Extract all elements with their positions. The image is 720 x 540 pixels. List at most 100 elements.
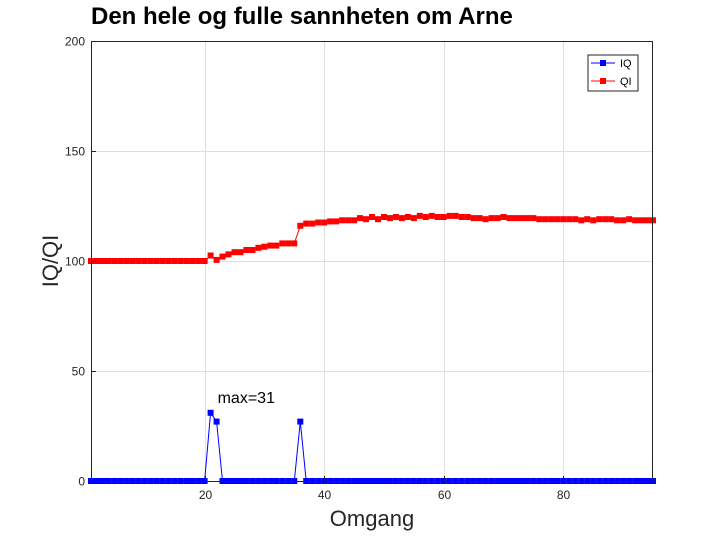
data-point (201, 258, 208, 264)
data-point (614, 217, 621, 224)
data-point (548, 216, 555, 223)
data-point (572, 216, 579, 223)
legend-label-qi: QI (620, 76, 632, 88)
data-point (422, 214, 429, 220)
data-point (219, 253, 226, 260)
data-point (237, 249, 244, 256)
data-point (351, 217, 358, 224)
data-point (488, 215, 495, 222)
data-point (291, 240, 298, 247)
data-point (386, 215, 393, 222)
data-point (129, 258, 136, 264)
data-point (213, 418, 220, 425)
data-point (530, 215, 537, 222)
data-point (231, 249, 238, 256)
data-point (596, 216, 603, 223)
data-point (303, 220, 310, 227)
data-point (512, 215, 519, 222)
data-point (644, 217, 650, 224)
data-point (458, 214, 465, 220)
data-point (321, 219, 328, 226)
data-point (464, 214, 471, 220)
data-point (638, 217, 644, 224)
data-point (482, 216, 489, 223)
data-point (279, 240, 286, 247)
x-tick-label: 20 (199, 488, 213, 502)
y-axis-label: IQ/QI (38, 235, 63, 288)
data-point (225, 251, 232, 258)
data-point (297, 418, 304, 425)
series-line-qi (91, 215, 653, 262)
data-point (207, 409, 214, 416)
data-point (566, 216, 573, 223)
data-point (195, 258, 202, 264)
x-tick-label: 60 (438, 488, 452, 502)
data-point (165, 258, 172, 264)
data-point (315, 219, 322, 226)
data-point (117, 258, 124, 264)
data-point (100, 258, 106, 264)
data-point (123, 258, 130, 264)
data-point (560, 216, 567, 223)
x-axis-label: Omgang (330, 506, 414, 531)
data-point (476, 215, 483, 222)
x-tick-label: 40 (318, 488, 332, 502)
series-iq (88, 409, 656, 484)
series-line-iq (91, 411, 653, 482)
annotation-max: max=31 (218, 390, 275, 407)
data-point (446, 212, 453, 219)
data-point (147, 258, 154, 264)
data-point (602, 216, 609, 223)
data-point (620, 217, 627, 224)
data-point (273, 242, 280, 249)
data-point (207, 252, 214, 259)
legend-marker-qi (600, 78, 606, 84)
data-point (111, 258, 118, 264)
data-point (584, 216, 591, 223)
data-point (141, 258, 148, 264)
legend-marker-iq (600, 60, 606, 66)
data-point (357, 215, 363, 222)
data-point (428, 212, 435, 219)
data-point (608, 216, 615, 223)
data-point (105, 258, 112, 264)
data-point (554, 216, 561, 223)
data-point (189, 258, 196, 264)
data-point (381, 214, 387, 220)
y-tick-label: 150 (65, 145, 85, 159)
y-tick-label: 200 (65, 35, 85, 49)
data-point (416, 212, 423, 219)
data-point (309, 220, 316, 227)
data-point (632, 217, 639, 224)
data-point (404, 214, 411, 220)
legend-label-iq: IQ (620, 58, 632, 70)
data-point (542, 216, 549, 223)
x-tick-label: 80 (557, 488, 571, 502)
data-point (339, 217, 346, 224)
data-point (626, 216, 633, 223)
data-point (153, 258, 160, 264)
data-point (267, 242, 274, 249)
data-point (261, 243, 268, 250)
series-qi (88, 212, 656, 264)
data-point (500, 214, 507, 220)
data-point (249, 247, 256, 253)
data-point (171, 258, 178, 264)
data-point (452, 212, 459, 219)
data-point (333, 218, 340, 225)
series-layer (88, 212, 656, 484)
data-point (518, 215, 525, 222)
data-point (94, 258, 100, 264)
data-point (159, 258, 166, 264)
y-tick-label: 50 (72, 365, 86, 379)
data-point (590, 217, 597, 224)
tick-labels: 20 40 60 80 0 50 100 150 200 (65, 35, 571, 503)
data-point (434, 214, 441, 220)
legend: IQ QI (587, 54, 639, 92)
data-point (375, 216, 381, 223)
data-point (135, 258, 142, 264)
data-point (369, 214, 375, 220)
data-point (183, 258, 190, 264)
data-point (177, 258, 184, 264)
